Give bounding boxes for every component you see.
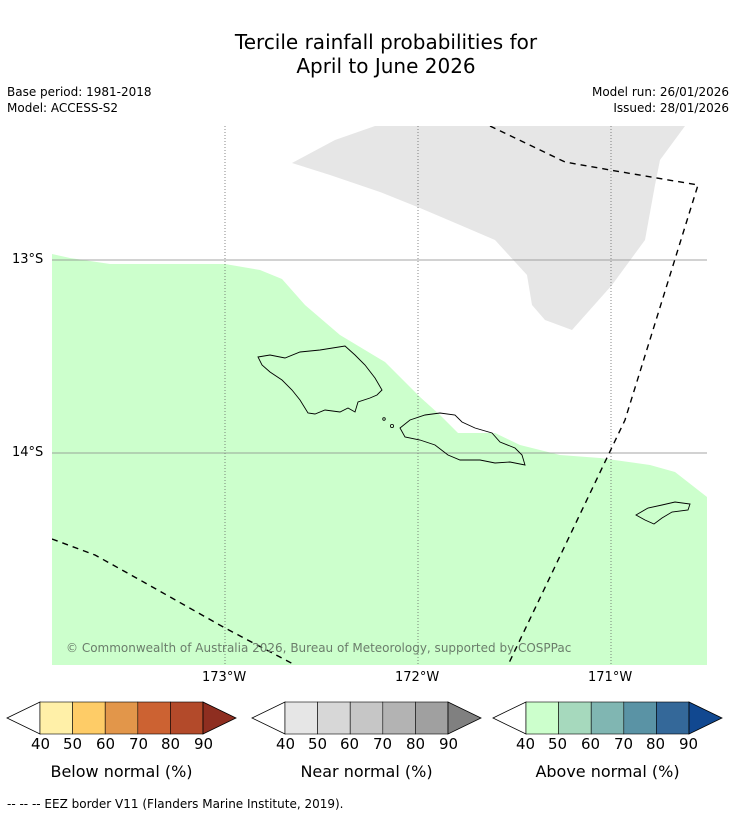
legend-bar-above bbox=[492, 701, 723, 735]
legend-swatch bbox=[72, 701, 106, 735]
legend-swatch bbox=[558, 701, 592, 735]
grid-lines bbox=[52, 126, 707, 665]
lat-label-13s: 13°S bbox=[12, 252, 44, 267]
legend-bar-near bbox=[251, 701, 482, 735]
tick: 70 bbox=[614, 735, 634, 753]
legend-swatch bbox=[349, 701, 384, 735]
copyright-notice: © Commonwealth of Australia 2026, Bureau… bbox=[66, 641, 572, 655]
tick: 80 bbox=[646, 735, 666, 753]
near-normal-region bbox=[292, 126, 685, 330]
legend-label-near: Near normal (%) bbox=[300, 762, 433, 781]
tick: 50 bbox=[63, 735, 83, 753]
meta-right: Model run: 26/01/2026 Issued: 28/01/2026 bbox=[592, 84, 729, 116]
title-line-2: April to June 2026 bbox=[296, 54, 476, 78]
legend-arrow-high bbox=[202, 701, 237, 735]
tick: 80 bbox=[161, 735, 181, 753]
upolu-island bbox=[399, 412, 526, 466]
meta-left: Base period: 1981-2018 Model: ACCESS-S2 bbox=[7, 84, 152, 116]
legend-arrow-high bbox=[447, 701, 482, 735]
legend-swatch bbox=[39, 701, 73, 735]
legend-arrow-high bbox=[688, 701, 723, 735]
lon-label-173w: 173°W bbox=[202, 670, 247, 685]
tick: 90 bbox=[439, 735, 459, 753]
legend-swatch bbox=[104, 701, 139, 735]
lat-label-14s: 14°S bbox=[12, 445, 44, 460]
model-name: Model: ACCESS-S2 bbox=[7, 101, 119, 115]
tick: 70 bbox=[129, 735, 149, 753]
tick: 90 bbox=[679, 735, 699, 753]
tick: 50 bbox=[548, 735, 568, 753]
legend-arrow-low bbox=[492, 701, 527, 735]
legend-swatch bbox=[170, 701, 204, 735]
above-normal-region bbox=[52, 254, 707, 665]
legend-swatch bbox=[590, 701, 625, 735]
legend-bar-below bbox=[6, 701, 237, 735]
tick: 90 bbox=[194, 735, 214, 753]
tick: 70 bbox=[373, 735, 393, 753]
model-run: Model run: 26/01/2026 bbox=[591, 85, 729, 99]
eez-border bbox=[52, 126, 699, 665]
legend-swatch bbox=[656, 701, 690, 735]
legend-label-below: Below normal (%) bbox=[50, 762, 193, 781]
legend-swatch bbox=[415, 701, 449, 735]
footnote: -- -- -- EEZ border V11 (Flanders Marine… bbox=[7, 797, 344, 811]
tick: 80 bbox=[406, 735, 426, 753]
tick: 40 bbox=[516, 735, 536, 753]
legend-swatch bbox=[382, 701, 416, 735]
tick: 60 bbox=[581, 735, 601, 753]
legend-arrow-low bbox=[251, 701, 286, 735]
issued-date: Issued: 28/01/2026 bbox=[613, 101, 729, 115]
title-line-1: Tercile rainfall probabilities for bbox=[234, 30, 538, 54]
legend-swatch bbox=[525, 701, 559, 735]
tick: 60 bbox=[96, 735, 116, 753]
tick: 40 bbox=[31, 735, 51, 753]
tutuila-island bbox=[635, 501, 691, 525]
legend-label-above: Above normal (%) bbox=[535, 762, 680, 781]
savaii-island bbox=[257, 345, 383, 415]
lon-label-171w: 171°W bbox=[588, 670, 633, 685]
legend-swatch bbox=[623, 701, 657, 735]
tick: 50 bbox=[308, 735, 328, 753]
lon-label-172w: 172°W bbox=[395, 670, 440, 685]
legend-bars bbox=[6, 701, 723, 735]
legend-arrow-low bbox=[6, 701, 41, 735]
legend-swatch bbox=[137, 701, 171, 735]
tick: 60 bbox=[340, 735, 360, 753]
legend-swatch bbox=[284, 701, 318, 735]
map-title: Tercile rainfall probabilities for April… bbox=[0, 30, 736, 78]
legend-swatch bbox=[317, 701, 351, 735]
tick: 40 bbox=[276, 735, 296, 753]
base-period: Base period: 1981-2018 bbox=[7, 85, 152, 99]
